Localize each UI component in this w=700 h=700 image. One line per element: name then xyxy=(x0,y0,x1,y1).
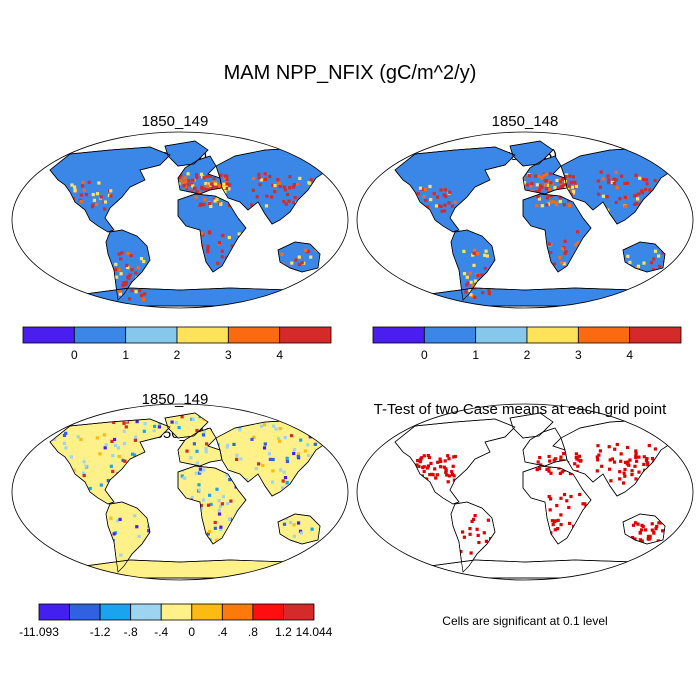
colorbar-tick-label: 4 xyxy=(626,348,633,362)
colorbar-swatch xyxy=(22,326,75,344)
colorbar-swatch xyxy=(227,326,281,344)
colorbar-tick-label: .4 xyxy=(217,625,227,639)
panel-2-title: 1850_148 xyxy=(491,113,559,130)
colorbar-tick-label: 0 xyxy=(71,348,78,362)
colorbar-swatch xyxy=(252,603,284,621)
antarctica-landmass xyxy=(69,559,311,579)
antarctica-landmass xyxy=(69,287,311,307)
colorbar-swatch xyxy=(125,326,178,344)
colorbar-swatch xyxy=(73,326,127,344)
colorbar-tick-label: 3 xyxy=(575,348,582,362)
colorbar-tick-label: -11.093 xyxy=(19,625,59,639)
colorbar-tick-label: 3 xyxy=(225,348,232,362)
colorbar-tick-label: 1 xyxy=(472,348,479,362)
colorbar-tick-label: 4 xyxy=(276,348,283,362)
colorbar-swatch xyxy=(221,603,254,621)
colorbar-tick-label: 0 xyxy=(421,348,428,362)
colorbar-swatch xyxy=(629,326,682,344)
colorbar-swatch xyxy=(99,603,132,621)
colorbar-swatch xyxy=(176,326,229,344)
colorbar-swatch xyxy=(283,603,315,621)
colorbar-swatch xyxy=(372,326,425,344)
panel-1-title: 1850_149 xyxy=(141,113,209,130)
ttest-note: Cells are significant at 0.1 level xyxy=(442,614,608,628)
panel-3-title: 1850_149 xyxy=(141,391,209,408)
colorbar-tick-label: 1 xyxy=(122,348,129,362)
colorbar-swatch xyxy=(160,603,193,621)
colorbar-swatch xyxy=(279,326,332,344)
colorbar-3: -11.093 -1.2 -.8 -.4 0 .4 .8 1.2 14.044 xyxy=(19,603,333,639)
colorbar-2: 0 1 2 3 4 xyxy=(372,326,682,362)
colorbar-swatch xyxy=(526,326,579,344)
colorbar-tick-label: 1.2 xyxy=(275,625,292,639)
colorbar-tick-label: -1.2 xyxy=(90,625,111,639)
antarctica-landmass xyxy=(414,559,656,579)
colorbar-swatch xyxy=(191,603,223,621)
colorbar-swatch xyxy=(130,603,162,621)
map-panel-1 xyxy=(11,131,349,309)
antarctica-landmass xyxy=(414,287,656,307)
colorbar-swatch xyxy=(69,603,101,621)
colorbar-swatch xyxy=(38,603,70,621)
colorbar-tick-label: .8 xyxy=(248,625,258,639)
colorbar-tick-label: -.8 xyxy=(124,625,138,639)
colorbar-swatch xyxy=(423,326,477,344)
colorbar-tick-label: 14.044 xyxy=(296,625,333,639)
map-panel-4 xyxy=(356,403,694,581)
colorbar-tick-label: 2 xyxy=(174,348,181,362)
map-panel-2 xyxy=(356,131,694,309)
colorbar-swatch xyxy=(577,326,631,344)
colorbar-tick-label: -.4 xyxy=(154,625,168,639)
colorbar-swatch xyxy=(475,326,528,344)
colorbar-tick-label: 0 xyxy=(188,625,195,639)
map-panel-3 xyxy=(11,403,349,581)
colorbar-tick-label: 2 xyxy=(524,348,531,362)
colorbar-1: 0 1 2 3 4 xyxy=(22,326,332,362)
main-title: MAM NPP_NFIX (gC/m^2/y) xyxy=(223,62,477,84)
